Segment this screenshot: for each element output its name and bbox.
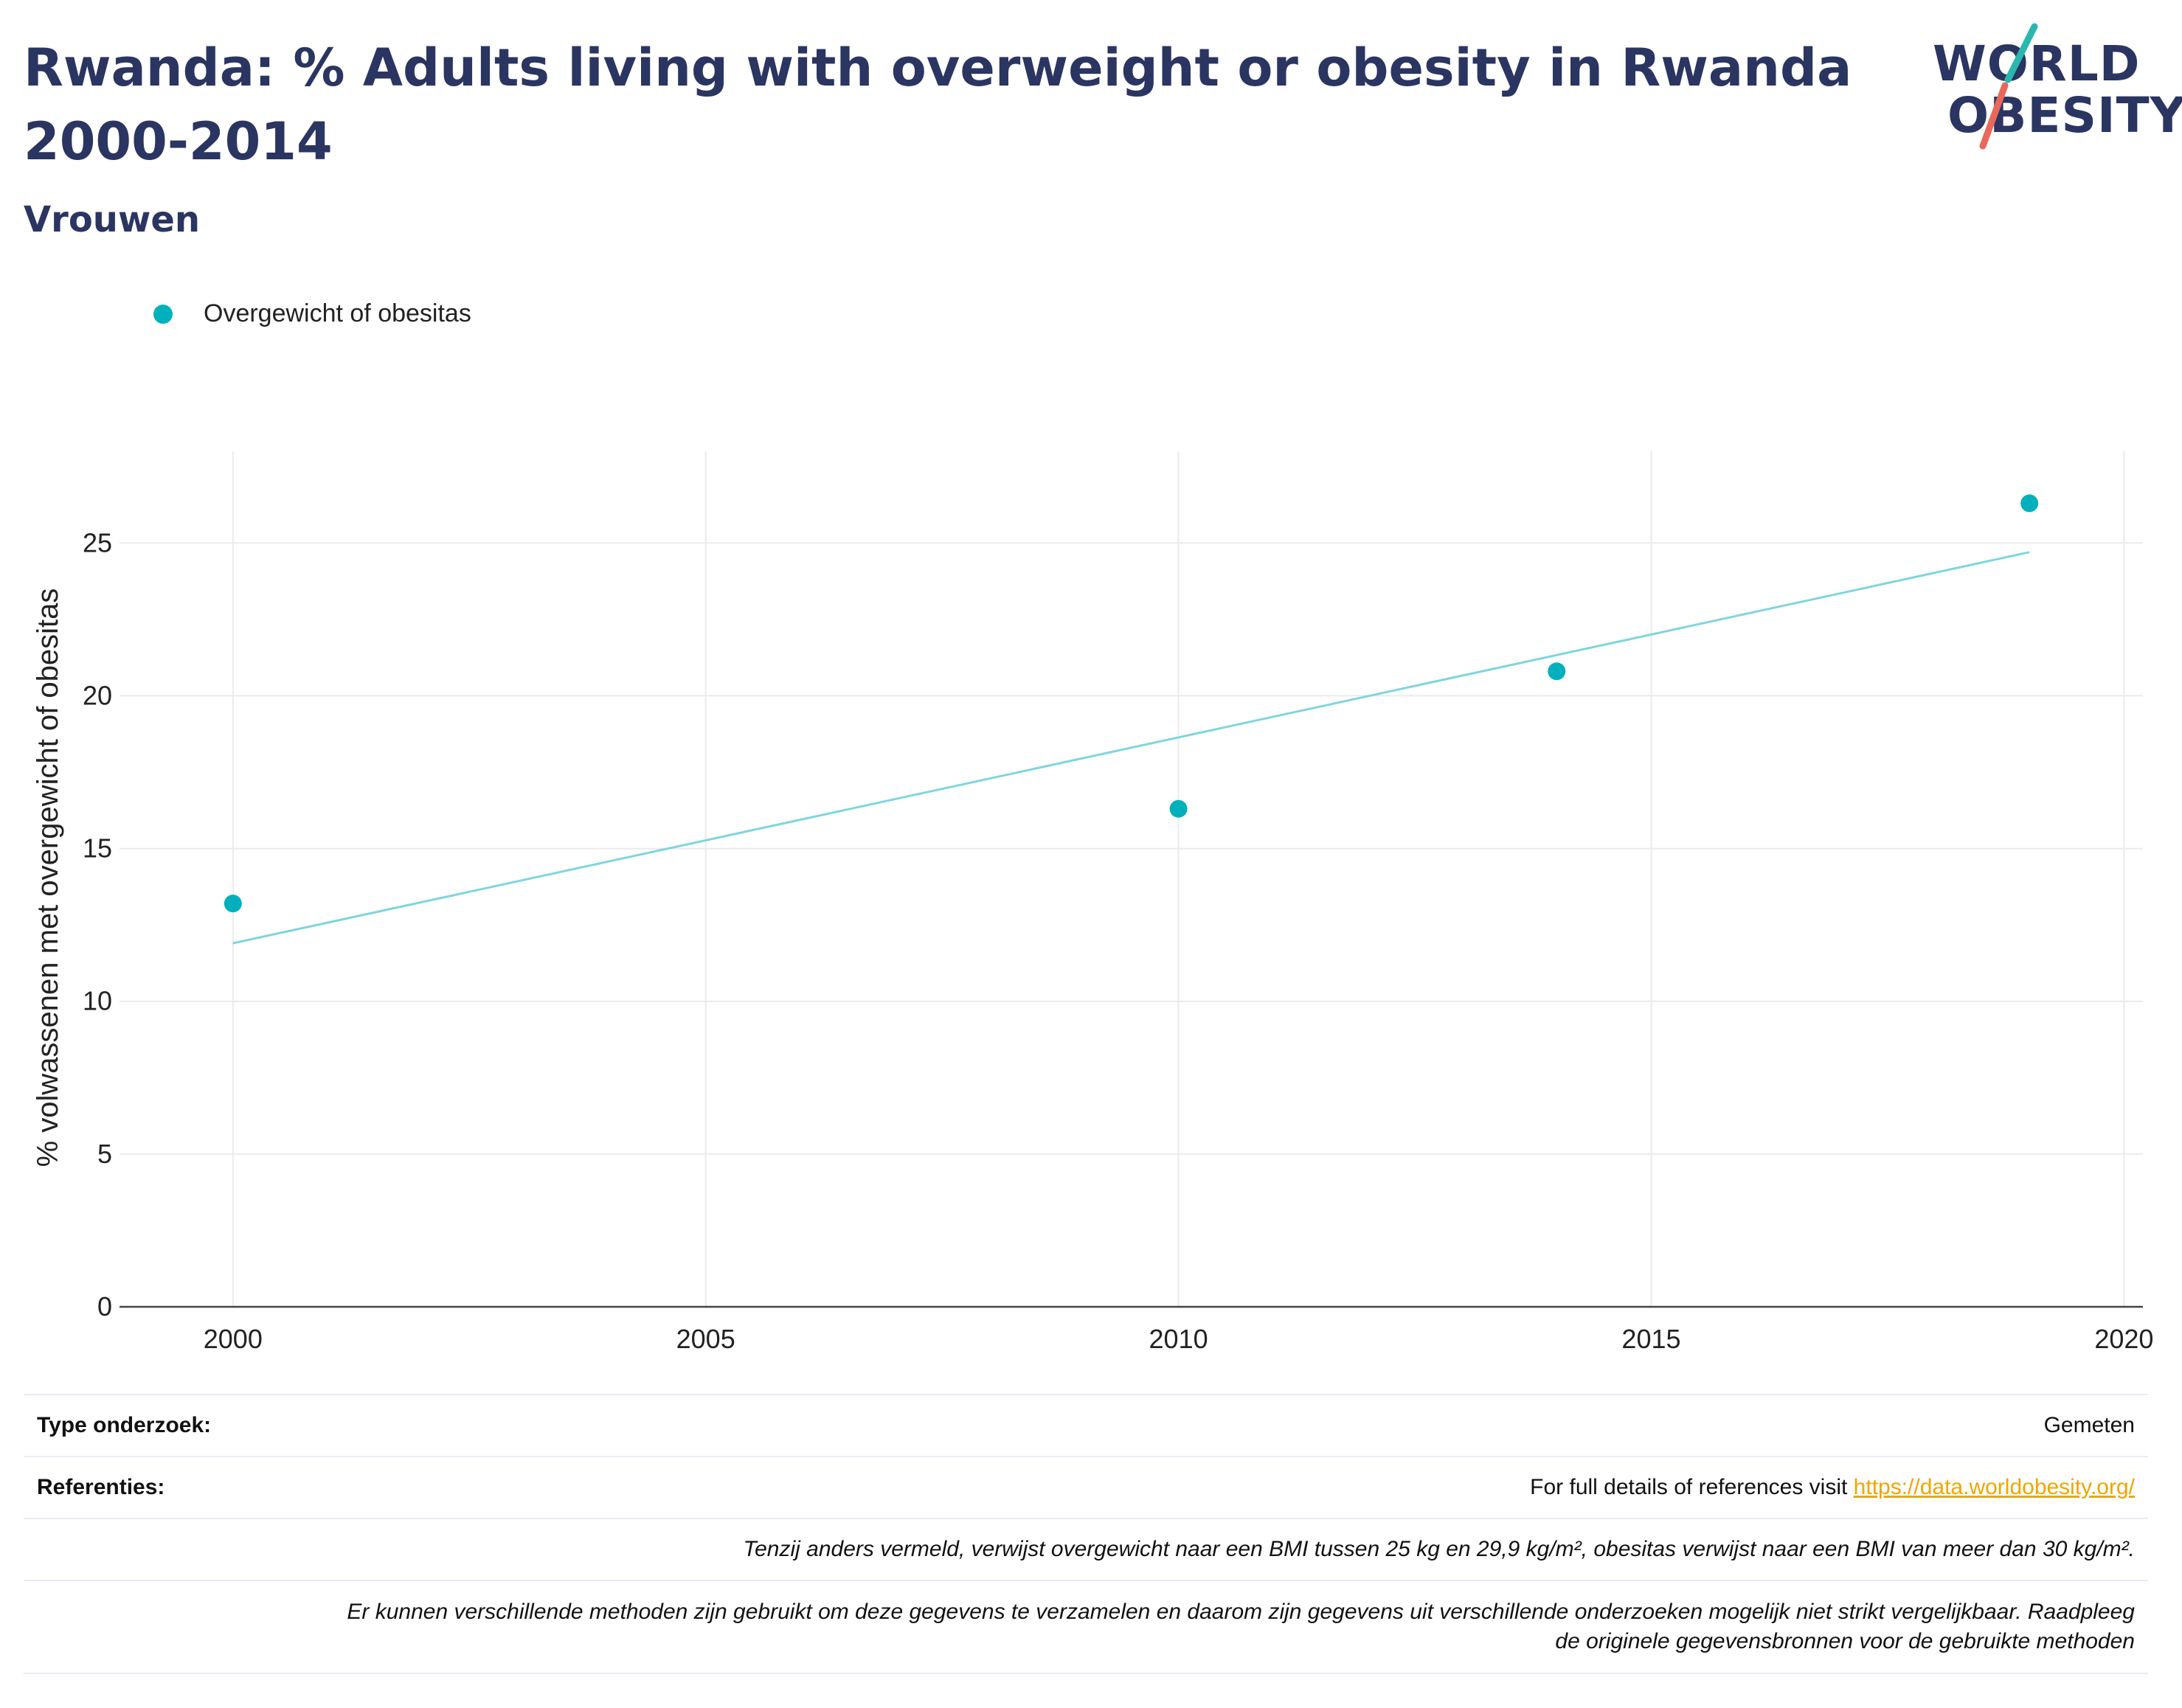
y-tick-label: 5 bbox=[97, 1139, 112, 1169]
logo-slash-icon bbox=[1979, 23, 2038, 150]
scatter-chart: 0 5 10 15 20 25 2000 2005 2010 2015 2020 % volwas… bbox=[32, 451, 2154, 1354]
y-tick-label: 20 bbox=[83, 680, 112, 710]
logo-line-world: WORLD bbox=[1933, 35, 2141, 92]
references-text: For full details of references visit bbox=[1530, 1475, 1854, 1499]
trend-line bbox=[232, 551, 2030, 945]
world-obesity-logo: WORLD OBESITY bbox=[1925, 22, 2182, 155]
references-value: For full details of references visit htt… bbox=[1530, 1475, 2135, 1500]
footer-row-type: Type onderzoek: Gemeten bbox=[24, 1394, 2148, 1456]
x-tick-labels: 2000 2005 2010 2015 2020 bbox=[204, 1324, 2154, 1354]
x-tick-label: 2005 bbox=[676, 1324, 735, 1354]
data-point bbox=[2020, 494, 2039, 513]
legend-label: Overgewicht of obesitas bbox=[204, 299, 471, 327]
methods-note-line1: Er kunnen verschillende methoden zijn ge… bbox=[347, 1600, 2135, 1624]
methods-note-line2: de originele gegevensbronnen voor de geb… bbox=[1555, 1629, 2135, 1653]
x-tick-label: 2020 bbox=[2094, 1324, 2153, 1354]
legend-marker-icon bbox=[153, 304, 173, 324]
definition-note: Tenzij anders vermeld, verwijst overgewi… bbox=[743, 1537, 2135, 1561]
type-label: Type onderzoek: bbox=[37, 1413, 212, 1437]
footer-row-references: Referenties: For full details of referen… bbox=[24, 1456, 2148, 1518]
chart-title: Rwanda: % Adults living with overweight … bbox=[24, 38, 1852, 172]
y-tick-label: 0 bbox=[97, 1291, 112, 1322]
footer-row-definition: Tenzij anders vermeld, verwijst overgewi… bbox=[24, 1518, 2148, 1580]
chart-grid bbox=[120, 451, 2143, 1307]
y-axis-label: % volwassenen met overgewicht of obesita… bbox=[32, 589, 64, 1167]
chart-legend: Overgewicht of obesitas bbox=[153, 299, 471, 328]
chart-subtitle: Vrouwen bbox=[24, 199, 201, 240]
data-points bbox=[224, 494, 2039, 913]
x-tick-label: 2015 bbox=[1621, 1324, 1680, 1354]
data-point bbox=[224, 895, 242, 913]
references-label: Referenties: bbox=[37, 1475, 165, 1499]
x-tick-label: 2010 bbox=[1149, 1324, 1208, 1354]
footer-row-methods: Er kunnen verschillende methoden zijn ge… bbox=[24, 1580, 2148, 1674]
data-point bbox=[1548, 662, 1566, 681]
y-tick-label: 10 bbox=[83, 986, 112, 1016]
references-link[interactable]: https://data.worldobesity.org/ bbox=[1853, 1475, 2135, 1499]
y-tick-labels: 0 5 10 15 20 25 bbox=[83, 527, 112, 1322]
type-value: Gemeten bbox=[2043, 1413, 2135, 1437]
x-tick-label: 2000 bbox=[204, 1324, 263, 1354]
trend-line-group bbox=[232, 551, 2030, 945]
y-tick-label: 15 bbox=[83, 833, 112, 864]
y-tick-label: 25 bbox=[83, 527, 112, 558]
chart-footer: Type onderzoek: Gemeten Referenties: For… bbox=[24, 1394, 2148, 1674]
data-point bbox=[1169, 799, 1188, 818]
